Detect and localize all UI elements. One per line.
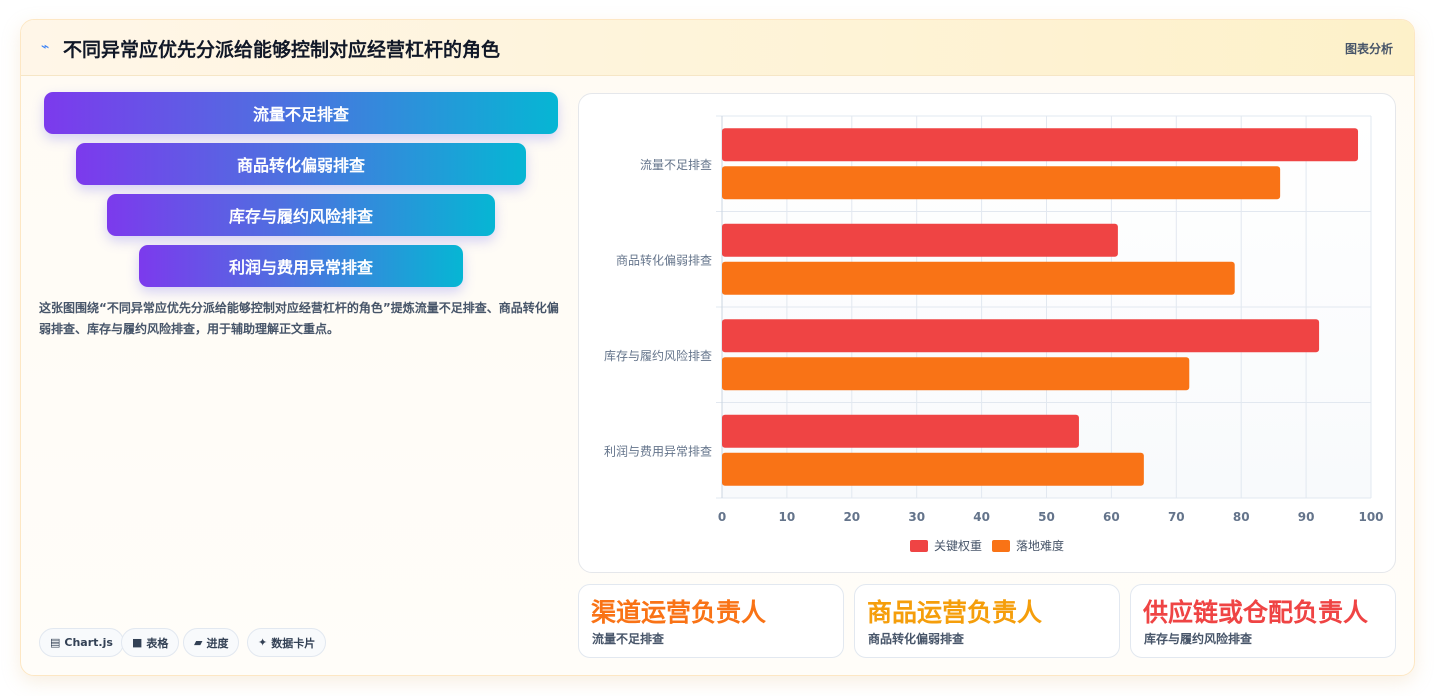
bar	[722, 452, 1144, 486]
badge-table[interactable]: ■ 表格	[121, 628, 180, 657]
funnel-step-profit[interactable]: 利润与费用异常排查	[139, 245, 463, 287]
legend-swatch	[910, 540, 928, 552]
y-tick-label: 库存与履约风险排查	[604, 348, 712, 363]
funnel-step-label: 商品转化偏弱排查	[236, 156, 365, 175]
chart-icon: ▤	[50, 636, 61, 649]
funnel-step-label: 流量不足排查	[252, 105, 349, 124]
x-tick-label: 50	[1038, 510, 1055, 524]
line-chart-icon: ⌁	[41, 39, 50, 55]
bar	[722, 319, 1320, 353]
legend-label: 落地难度	[1016, 538, 1064, 553]
legend-swatch	[992, 540, 1010, 552]
section-tag: 图表分析	[1344, 42, 1393, 56]
card-header: ⌁ 不同异常应优先分派给能够控制对应经营杠杆的角色 图表分析	[21, 20, 1414, 76]
role-subtitle: 商品转化偏弱排查	[868, 632, 965, 646]
role-title: 渠道运营负责人	[591, 598, 767, 627]
bar-chart: 0 10 20 30 40 50 60 70 80 90 100 流量不足排查商品转化偏弱排查库存与履…	[604, 115, 1384, 553]
badge-label: 数据卡片	[271, 636, 316, 650]
y-tick-label: 商品转化偏弱排查	[616, 252, 712, 267]
progress-icon: ▰	[194, 636, 203, 649]
badge-label: Chart.js	[64, 636, 113, 649]
bar	[722, 261, 1235, 295]
badge-label: 表格	[146, 636, 169, 650]
x-tick-label: 70	[1168, 510, 1185, 524]
funnel-step-traffic[interactable]: 流量不足排查	[44, 92, 558, 134]
role-subtitle: 库存与履约风险排查	[1144, 632, 1253, 646]
role-card-product[interactable]: 商品运营负责人 商品转化偏弱排查	[854, 584, 1120, 658]
x-tick-label: 0	[718, 510, 726, 524]
page-title: 不同异常应优先分派给能够控制对应经营杠杆的角色	[63, 39, 501, 61]
funnel-step-conversion[interactable]: 商品转化偏弱排查	[76, 143, 526, 185]
role-card-channel[interactable]: 渠道运营负责人 流量不足排查	[578, 584, 844, 658]
badge-chartjs[interactable]: ▤ Chart.js	[39, 628, 124, 657]
funnel-step-inventory[interactable]: 库存与履约风险排查	[107, 194, 495, 236]
bar-chart-panel: 0 10 20 30 40 50 60 70 80 90 100 流量不足排查商品转化偏弱排查库存与履…	[578, 93, 1396, 573]
x-tick-label: 10	[779, 510, 796, 524]
badge-data-card[interactable]: ✦ 数据卡片	[247, 628, 327, 657]
y-tick-label: 利润与费用异常排查	[604, 444, 712, 458]
role-subtitle: 流量不足排查	[592, 632, 665, 646]
role-card-supply-chain[interactable]: 供应链或仓配负责人 库存与履约风险排查	[1130, 584, 1396, 658]
funnel-step-label: 利润与费用异常排查	[228, 258, 373, 277]
x-tick-label: 30	[908, 510, 925, 524]
bar	[722, 223, 1118, 257]
legend-label: 关键权重	[934, 539, 982, 553]
x-tick-label: 40	[973, 510, 990, 524]
bar	[722, 357, 1190, 391]
role-title: 供应链或仓配负责人	[1143, 598, 1369, 627]
x-tick-label: 80	[1233, 510, 1250, 524]
funnel-step-label: 库存与履约风险排查	[228, 207, 373, 226]
role-title: 商品运营负责人	[867, 598, 1043, 627]
report-card: ⌁ 不同异常应优先分派给能够控制对应经营杠杆的角色 图表分析 流量不足排查 商品…	[20, 19, 1415, 676]
table-icon: ■	[132, 636, 143, 649]
x-tick-label: 100	[1358, 510, 1383, 524]
badge-label: 进度	[206, 636, 229, 650]
x-tick-label: 20	[843, 510, 860, 524]
x-tick-label: 60	[1103, 510, 1120, 524]
chart-description: 这张图围绕“不同异常应优先分派给能够控制对应经营杠杆的角色”提炼流量不足排查、商…	[39, 301, 559, 336]
bar	[722, 166, 1281, 200]
bar	[722, 414, 1079, 448]
badge-progress[interactable]: ▰ 进度	[183, 628, 240, 657]
sparkle-icon: ✦	[258, 636, 268, 649]
y-tick-label: 流量不足排查	[640, 158, 712, 172]
x-tick-label: 90	[1298, 510, 1315, 524]
bar	[722, 128, 1359, 162]
